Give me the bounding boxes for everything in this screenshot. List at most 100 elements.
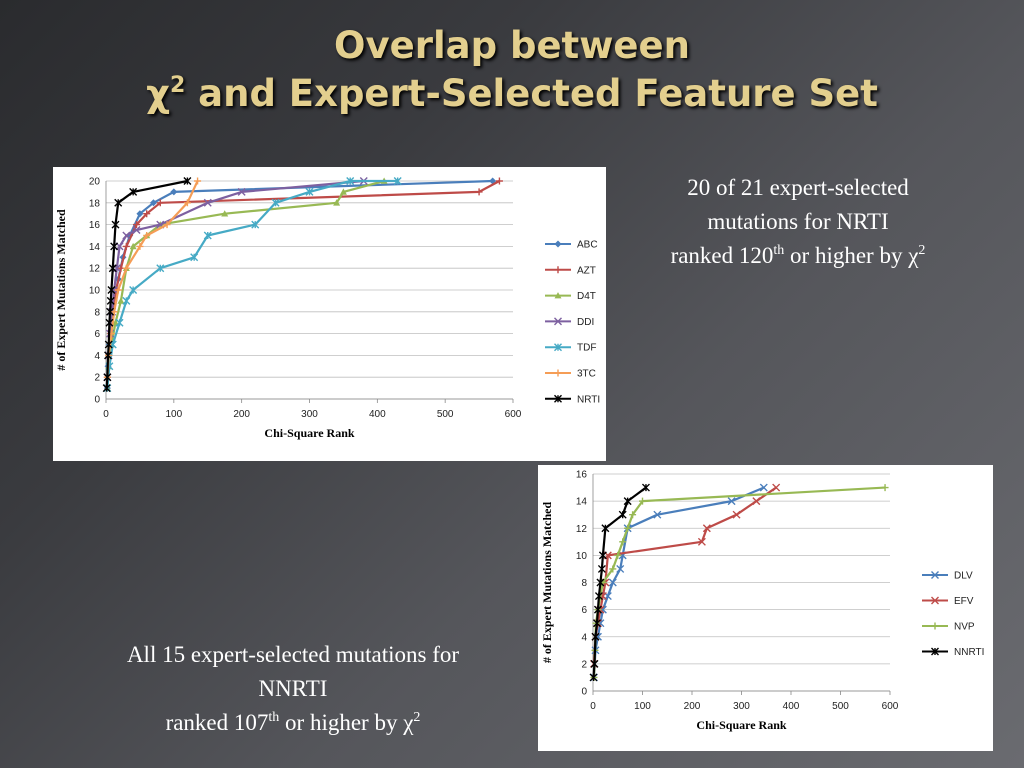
- data-point: [194, 177, 202, 185]
- y-tick-label: 4: [94, 351, 100, 362]
- legend-label: DLV: [954, 571, 973, 582]
- x-axis-title: Chi-Square Rank: [696, 718, 786, 732]
- slide-title: Overlap between χ2 and Expert-Selected F…: [0, 22, 1024, 118]
- legend-swatch-marker: [554, 394, 562, 403]
- data-point: [305, 187, 314, 196]
- x-tick-label: 200: [684, 701, 701, 712]
- legend-item-tdf: TDF: [545, 343, 596, 354]
- data-point: [117, 297, 125, 304]
- y-tick-label: 16: [89, 220, 101, 231]
- series-dlv: [589, 483, 768, 682]
- data-point: [623, 497, 632, 506]
- title-superscript: 2: [169, 73, 186, 98]
- x-tick-label: 100: [165, 409, 182, 420]
- nnrti-caption-rank: ranked 107: [165, 710, 269, 735]
- legend-swatch-marker: [931, 596, 939, 605]
- data-point: [589, 673, 598, 682]
- nnrti-caption-line-1: All 15 expert-selected mutations for: [126, 642, 460, 667]
- data-point: [136, 210, 144, 218]
- y-tick-label: 4: [581, 632, 587, 643]
- nnrti-chart: 0 2 4 6 8 10 12 14 16 0 100 200 300 400 500 600 Chi-Squa…: [540, 470, 984, 733]
- legend-swatch-marker: [554, 240, 562, 248]
- data-point: [609, 565, 617, 573]
- data-point: [759, 483, 768, 492]
- data-point: [143, 232, 151, 239]
- data-point: [598, 551, 607, 560]
- legend-swatch-marker: [931, 571, 939, 579]
- data-point: [495, 177, 503, 185]
- y-tick-label: 0: [94, 395, 100, 406]
- data-point: [590, 659, 599, 668]
- x-tick-label: 0: [590, 701, 596, 712]
- legend-swatch-marker: [554, 317, 562, 326]
- data-point: [103, 373, 112, 382]
- series-tdf: [103, 177, 402, 393]
- data-point: [183, 199, 191, 207]
- data-point: [271, 198, 280, 207]
- nrti-caption-rank: ranked 120: [670, 243, 774, 268]
- data-point: [122, 296, 131, 305]
- legend-label: AZT: [577, 265, 596, 276]
- data-point: [237, 187, 246, 196]
- nnrti-caption-method: or higher by χ: [279, 710, 414, 735]
- series-nrti: [102, 177, 192, 393]
- legend-item-nnrti: NNRTI: [922, 647, 984, 658]
- y-tick-label: 8: [94, 307, 100, 318]
- series-azt: [103, 177, 503, 381]
- x-tick-label: 300: [301, 409, 318, 420]
- y-tick-label: 14: [576, 497, 588, 508]
- data-point: [333, 199, 341, 206]
- data-point: [149, 199, 157, 207]
- legend-item-efv: EFV: [922, 596, 974, 607]
- nrti-chart-panel: 0 2 4 6 8 10 12 14 16 18 20 0 100 200 300 400 500 600 Chi-…: [53, 167, 606, 461]
- data-point: [639, 497, 646, 505]
- data-point: [653, 510, 662, 519]
- legend-swatch-marker: [554, 369, 562, 377]
- legend-label: ABC: [577, 240, 598, 251]
- data-point: [772, 483, 781, 492]
- y-axis-title: # of Expert Mutations Matched: [540, 502, 554, 664]
- x-tick-label: 500: [832, 701, 849, 712]
- data-point: [111, 319, 119, 326]
- data-point: [592, 619, 601, 628]
- data-point: [697, 537, 706, 546]
- data-point: [106, 296, 115, 305]
- data-point: [110, 308, 118, 316]
- data-point: [619, 538, 627, 546]
- data-point: [129, 286, 138, 294]
- data-point: [346, 177, 355, 185]
- legend-item-azt: AZT: [545, 265, 596, 276]
- data-point: [129, 187, 138, 196]
- data-point: [629, 511, 637, 519]
- nnrti-caption: All 15 expert-selected mutations for NNR…: [55, 638, 531, 740]
- data-point: [136, 242, 144, 250]
- y-tick-label: 6: [581, 605, 587, 616]
- y-tick-label: 20: [89, 177, 101, 188]
- data-point: [115, 318, 124, 327]
- y-tick-label: 2: [581, 659, 587, 670]
- x-tick-label: 400: [369, 409, 386, 420]
- legend-label: DDI: [577, 317, 594, 328]
- legend-item-nrti: NRTI: [545, 394, 600, 405]
- data-point: [114, 198, 123, 207]
- series-3tc: [103, 177, 202, 381]
- nnrti-caption-line-2: NNRTI: [258, 676, 328, 701]
- legend-item-dlv: DLV: [922, 571, 973, 582]
- data-point: [114, 286, 122, 294]
- legend-label: 3TC: [577, 369, 596, 380]
- data-point: [702, 524, 711, 533]
- legend-label: NNRTI: [954, 647, 984, 658]
- nrti-caption-line-1: 20 of 21 expert-selected: [687, 175, 909, 200]
- data-point: [107, 286, 116, 294]
- legend-label: EFV: [954, 596, 974, 607]
- legend-label: TDF: [577, 343, 596, 354]
- data-point: [593, 605, 602, 614]
- data-point: [203, 231, 212, 240]
- legend-swatch-marker: [931, 647, 939, 656]
- y-tick-label: 6: [94, 329, 100, 340]
- data-point: [143, 210, 151, 218]
- data-point: [105, 318, 114, 327]
- y-axis-title: # of Expert Mutations Matched: [54, 209, 68, 371]
- x-axis-title: Chi-Square Rank: [264, 426, 354, 440]
